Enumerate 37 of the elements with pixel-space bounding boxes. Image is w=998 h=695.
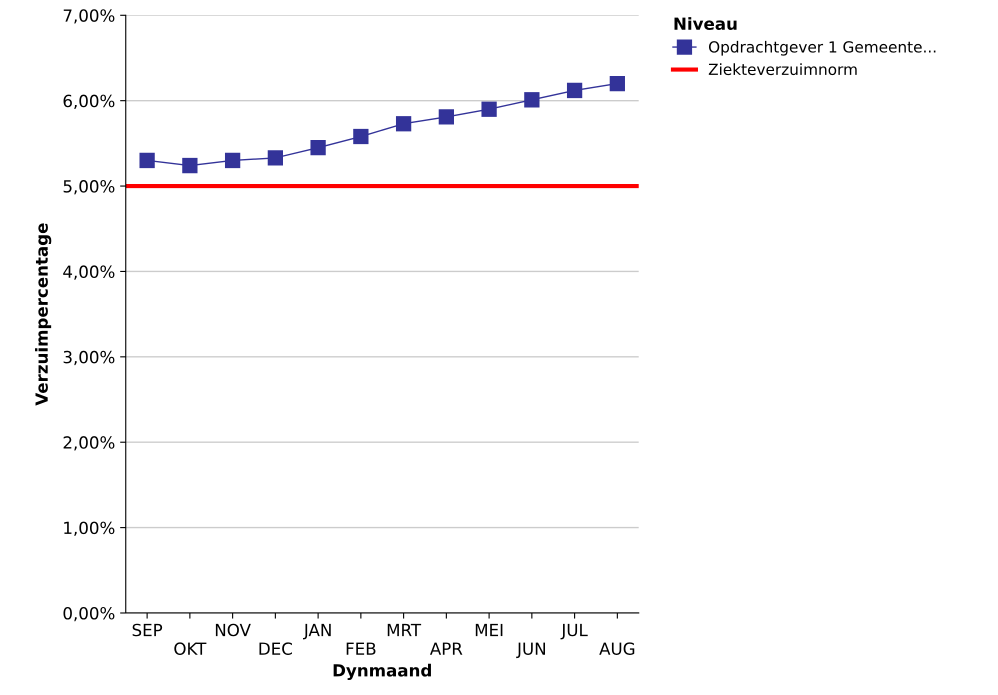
y-tick-label: 3,00% <box>64 350 114 366</box>
point <box>182 158 198 174</box>
point <box>268 150 284 166</box>
legend-label: Opdrachtgever 1 Gemeente... <box>708 40 936 56</box>
point <box>396 116 412 132</box>
point <box>224 152 240 168</box>
point <box>524 92 540 108</box>
legend-title: Niveau <box>674 17 737 30</box>
legend-label: Ziekteverzuimnorm <box>708 63 857 76</box>
x-tick-label: JUN <box>516 642 546 658</box>
y-tick-label: 2,00% <box>64 436 114 450</box>
x-tick-label: NOV <box>216 624 251 636</box>
point <box>139 152 155 168</box>
y-tick-label: 6,00% <box>64 94 114 109</box>
point <box>566 82 582 98</box>
y-tick-label: 1,00% <box>64 522 114 536</box>
x-tick-label: OKT <box>174 642 206 655</box>
y-tick-label: 7,00% <box>64 9 114 24</box>
point <box>353 128 368 144</box>
x-tick-label: AUG <box>599 642 634 655</box>
x-tick-label: FEB <box>346 642 376 655</box>
x-tick-label: JAN <box>303 624 331 640</box>
x-tick-label: DEC <box>260 642 292 655</box>
x-tick-label: MEI <box>476 624 502 636</box>
y-tick-label: 4,00% <box>63 265 114 280</box>
y-tick-label: 5,00% <box>64 180 114 194</box>
x-tick-label: SEP <box>132 624 162 636</box>
point <box>310 140 326 156</box>
point <box>438 109 454 125</box>
x-axis-title: Dynmaand <box>334 664 431 680</box>
x-tick-label: MRT <box>388 624 422 636</box>
x-tick-label: JUL <box>560 624 588 640</box>
x-tick-label: APR <box>430 642 462 655</box>
point <box>481 102 497 117</box>
point <box>610 76 625 92</box>
y-axis-title: Verzuimpercentage <box>35 223 52 406</box>
y-tick-label: 0,00% <box>63 606 114 622</box>
